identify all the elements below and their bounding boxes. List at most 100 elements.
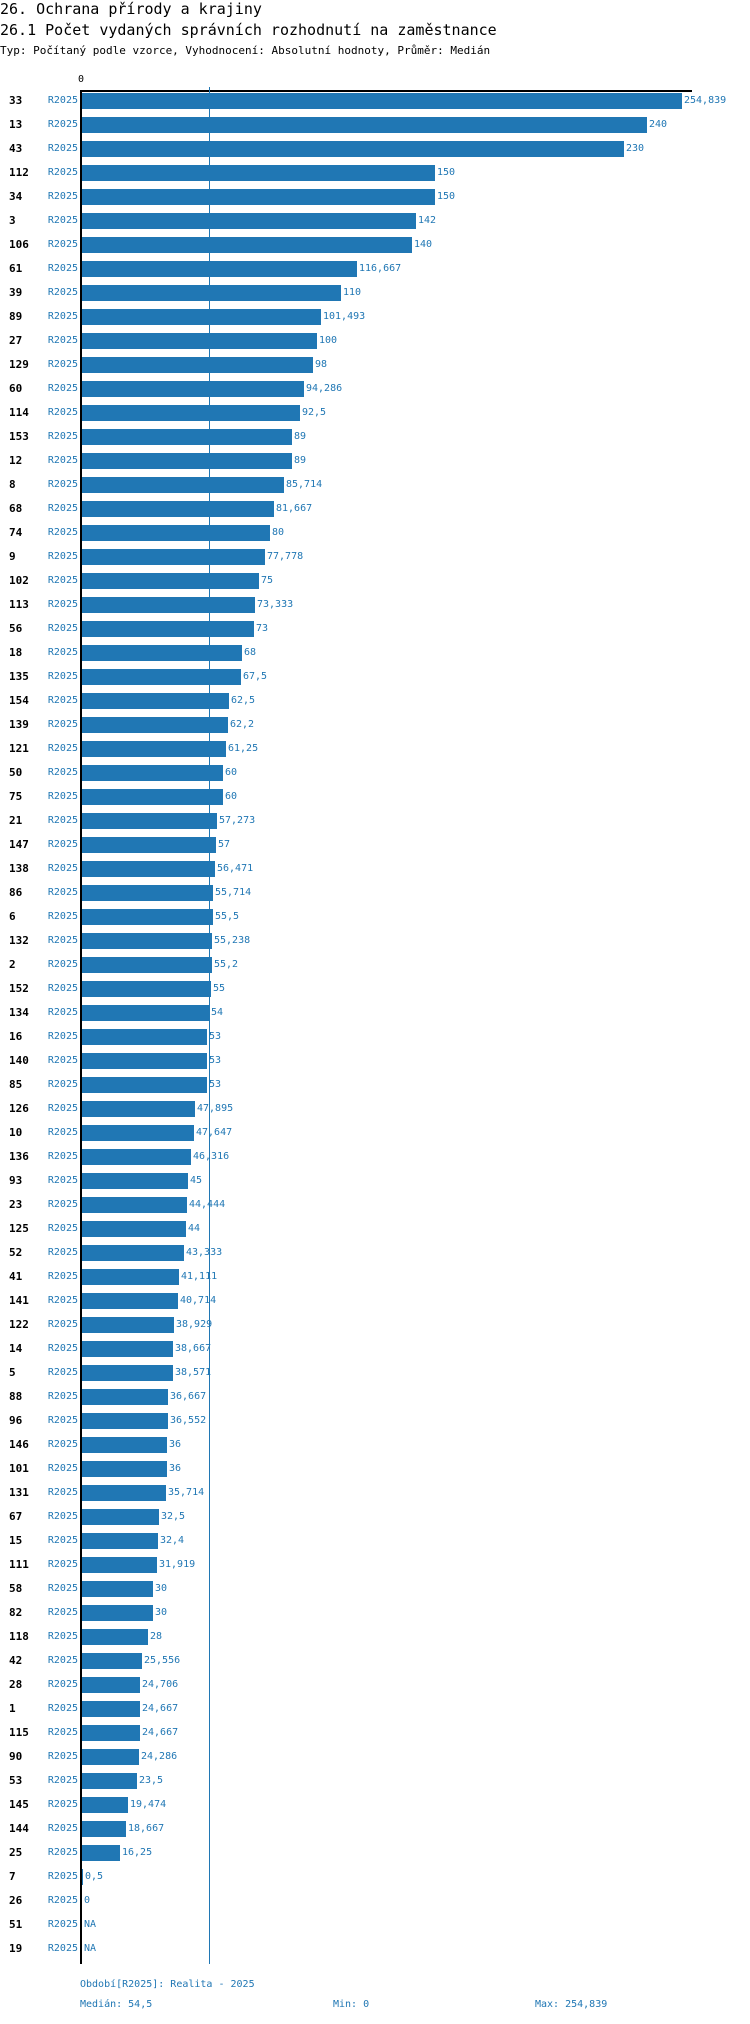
- bar: [82, 1317, 174, 1333]
- row-id-label: 90: [9, 1750, 23, 1763]
- row-period-label: R2025: [47, 1679, 78, 1690]
- bar-value-label: 110: [343, 287, 362, 298]
- row-period-label: R2025: [47, 1463, 78, 1474]
- bar: [82, 1437, 167, 1453]
- row-period-label: R2025: [47, 1055, 78, 1066]
- row-period-label: R2025: [47, 407, 78, 418]
- row-id-label: 125: [9, 1222, 29, 1235]
- bar: [82, 1077, 207, 1093]
- row-period-label: R2025: [47, 1535, 78, 1546]
- row-period-label: R2025: [47, 1487, 78, 1498]
- row-id-label: 115: [9, 1726, 29, 1739]
- bar: [82, 141, 624, 157]
- row-id-label: 134: [9, 1006, 29, 1019]
- row-period-label: R2025: [47, 1415, 78, 1426]
- bar: [82, 933, 212, 949]
- row-id-label: 102: [9, 574, 29, 587]
- row-period-label: R2025: [47, 815, 78, 826]
- row-period-label: R2025: [47, 1343, 78, 1354]
- row-period-label: R2025: [47, 623, 78, 634]
- row-period-label: R2025: [47, 359, 78, 370]
- row-period-label: R2025: [47, 1703, 78, 1714]
- row-id-label: 50: [9, 766, 23, 779]
- row-id-label: 121: [9, 742, 29, 755]
- row-id-label: 88: [9, 1390, 23, 1403]
- chart-meta: Typ: Počítaný podle vzorce, Vyhodnocení:…: [0, 44, 491, 57]
- row-period-label: R2025: [47, 383, 78, 394]
- bar: [82, 1557, 157, 1573]
- bar: [82, 909, 213, 925]
- row-period-label: R2025: [47, 95, 78, 106]
- row-id-label: 144: [9, 1822, 29, 1835]
- bar-value-label: 18,667: [128, 1823, 165, 1834]
- row-period-label: R2025: [47, 647, 78, 658]
- row-id-label: 131: [9, 1486, 29, 1499]
- bar: [82, 1005, 209, 1021]
- period-legend: Období[R2025]: Realita - 2025: [80, 1979, 255, 1990]
- bar: [82, 717, 228, 733]
- row-period-label: R2025: [47, 1151, 78, 1162]
- row-id-label: 21: [9, 814, 23, 827]
- bar-value-label: 56,471: [217, 863, 254, 874]
- bar-value-label: 75: [261, 575, 274, 586]
- bar: [82, 357, 313, 373]
- bar-value-label: 25,556: [144, 1655, 181, 1666]
- row-period-label: R2025: [47, 1199, 78, 1210]
- row-id-label: 145: [9, 1798, 29, 1811]
- row-period-label: R2025: [47, 1007, 78, 1018]
- bar-value-label: 100: [319, 335, 338, 346]
- bar-value-label: 30: [155, 1607, 168, 1618]
- bar: [82, 333, 317, 349]
- bar-value-label: 77,778: [267, 551, 304, 562]
- bar: [82, 1149, 191, 1165]
- row-id-label: 101: [9, 1462, 29, 1475]
- row-id-label: 122: [9, 1318, 29, 1331]
- bar: [82, 645, 242, 661]
- bar-value-label: 254,839: [684, 95, 727, 106]
- bar-value-label: 38,929: [176, 1319, 213, 1330]
- bar: [82, 1773, 137, 1789]
- bar: [82, 1053, 207, 1069]
- row-id-label: 60: [9, 382, 23, 395]
- bar-value-label: 31,919: [159, 1559, 196, 1570]
- row-id-label: 106: [9, 238, 29, 251]
- row-id-label: 56: [9, 622, 23, 635]
- bar-value-label: 80: [272, 527, 285, 538]
- bar: [82, 1749, 139, 1765]
- bar: [82, 1221, 186, 1237]
- bar: [82, 525, 270, 541]
- row-period-label: R2025: [47, 263, 78, 274]
- row-period-label: R2025: [47, 167, 78, 178]
- row-period-label: R2025: [47, 599, 78, 610]
- row-period-label: R2025: [47, 143, 78, 154]
- row-period-label: R2025: [47, 1823, 78, 1834]
- row-id-label: 89: [9, 310, 23, 323]
- bar: [82, 381, 304, 397]
- row-period-label: R2025: [47, 215, 78, 226]
- row-period-label: R2025: [47, 551, 78, 562]
- row-id-label: 53: [9, 1774, 23, 1787]
- bar-value-label: 44: [188, 1223, 201, 1234]
- bar: [82, 1677, 140, 1693]
- row-id-label: 139: [9, 718, 29, 731]
- row-period-label: R2025: [47, 959, 78, 970]
- row-id-label: 18: [9, 646, 23, 659]
- bar: [82, 453, 292, 469]
- row-period-label: R2025: [47, 1775, 78, 1786]
- bar-value-label: 55,238: [214, 935, 251, 946]
- bar: [82, 957, 212, 973]
- bar: [82, 309, 321, 325]
- row-id-label: 146: [9, 1438, 29, 1451]
- row-id-label: 15: [9, 1534, 23, 1547]
- bar-value-label: 53: [209, 1031, 222, 1042]
- row-period-label: R2025: [47, 1079, 78, 1090]
- row-id-label: 1: [9, 1702, 16, 1715]
- x-axis-line: [80, 90, 692, 92]
- bar-value-label: 94,286: [306, 383, 343, 394]
- row-id-label: 52: [9, 1246, 23, 1259]
- bar-value-label: 36,552: [170, 1415, 207, 1426]
- row-period-label: R2025: [47, 743, 78, 754]
- bar: [82, 1173, 188, 1189]
- row-id-label: 112: [9, 166, 29, 179]
- bar-value-label: 57,273: [219, 815, 256, 826]
